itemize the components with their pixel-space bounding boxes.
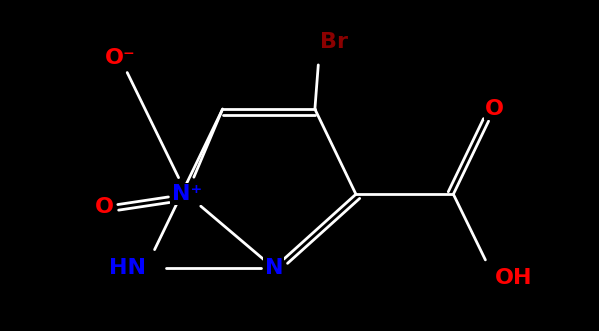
Text: O: O bbox=[485, 99, 504, 119]
Text: N⁺: N⁺ bbox=[171, 184, 202, 204]
Text: HN: HN bbox=[108, 258, 146, 278]
Text: N: N bbox=[265, 258, 283, 278]
Text: Br: Br bbox=[320, 32, 348, 52]
Text: O: O bbox=[95, 197, 114, 216]
Text: OH: OH bbox=[494, 268, 532, 288]
Text: O⁻: O⁻ bbox=[105, 48, 135, 68]
